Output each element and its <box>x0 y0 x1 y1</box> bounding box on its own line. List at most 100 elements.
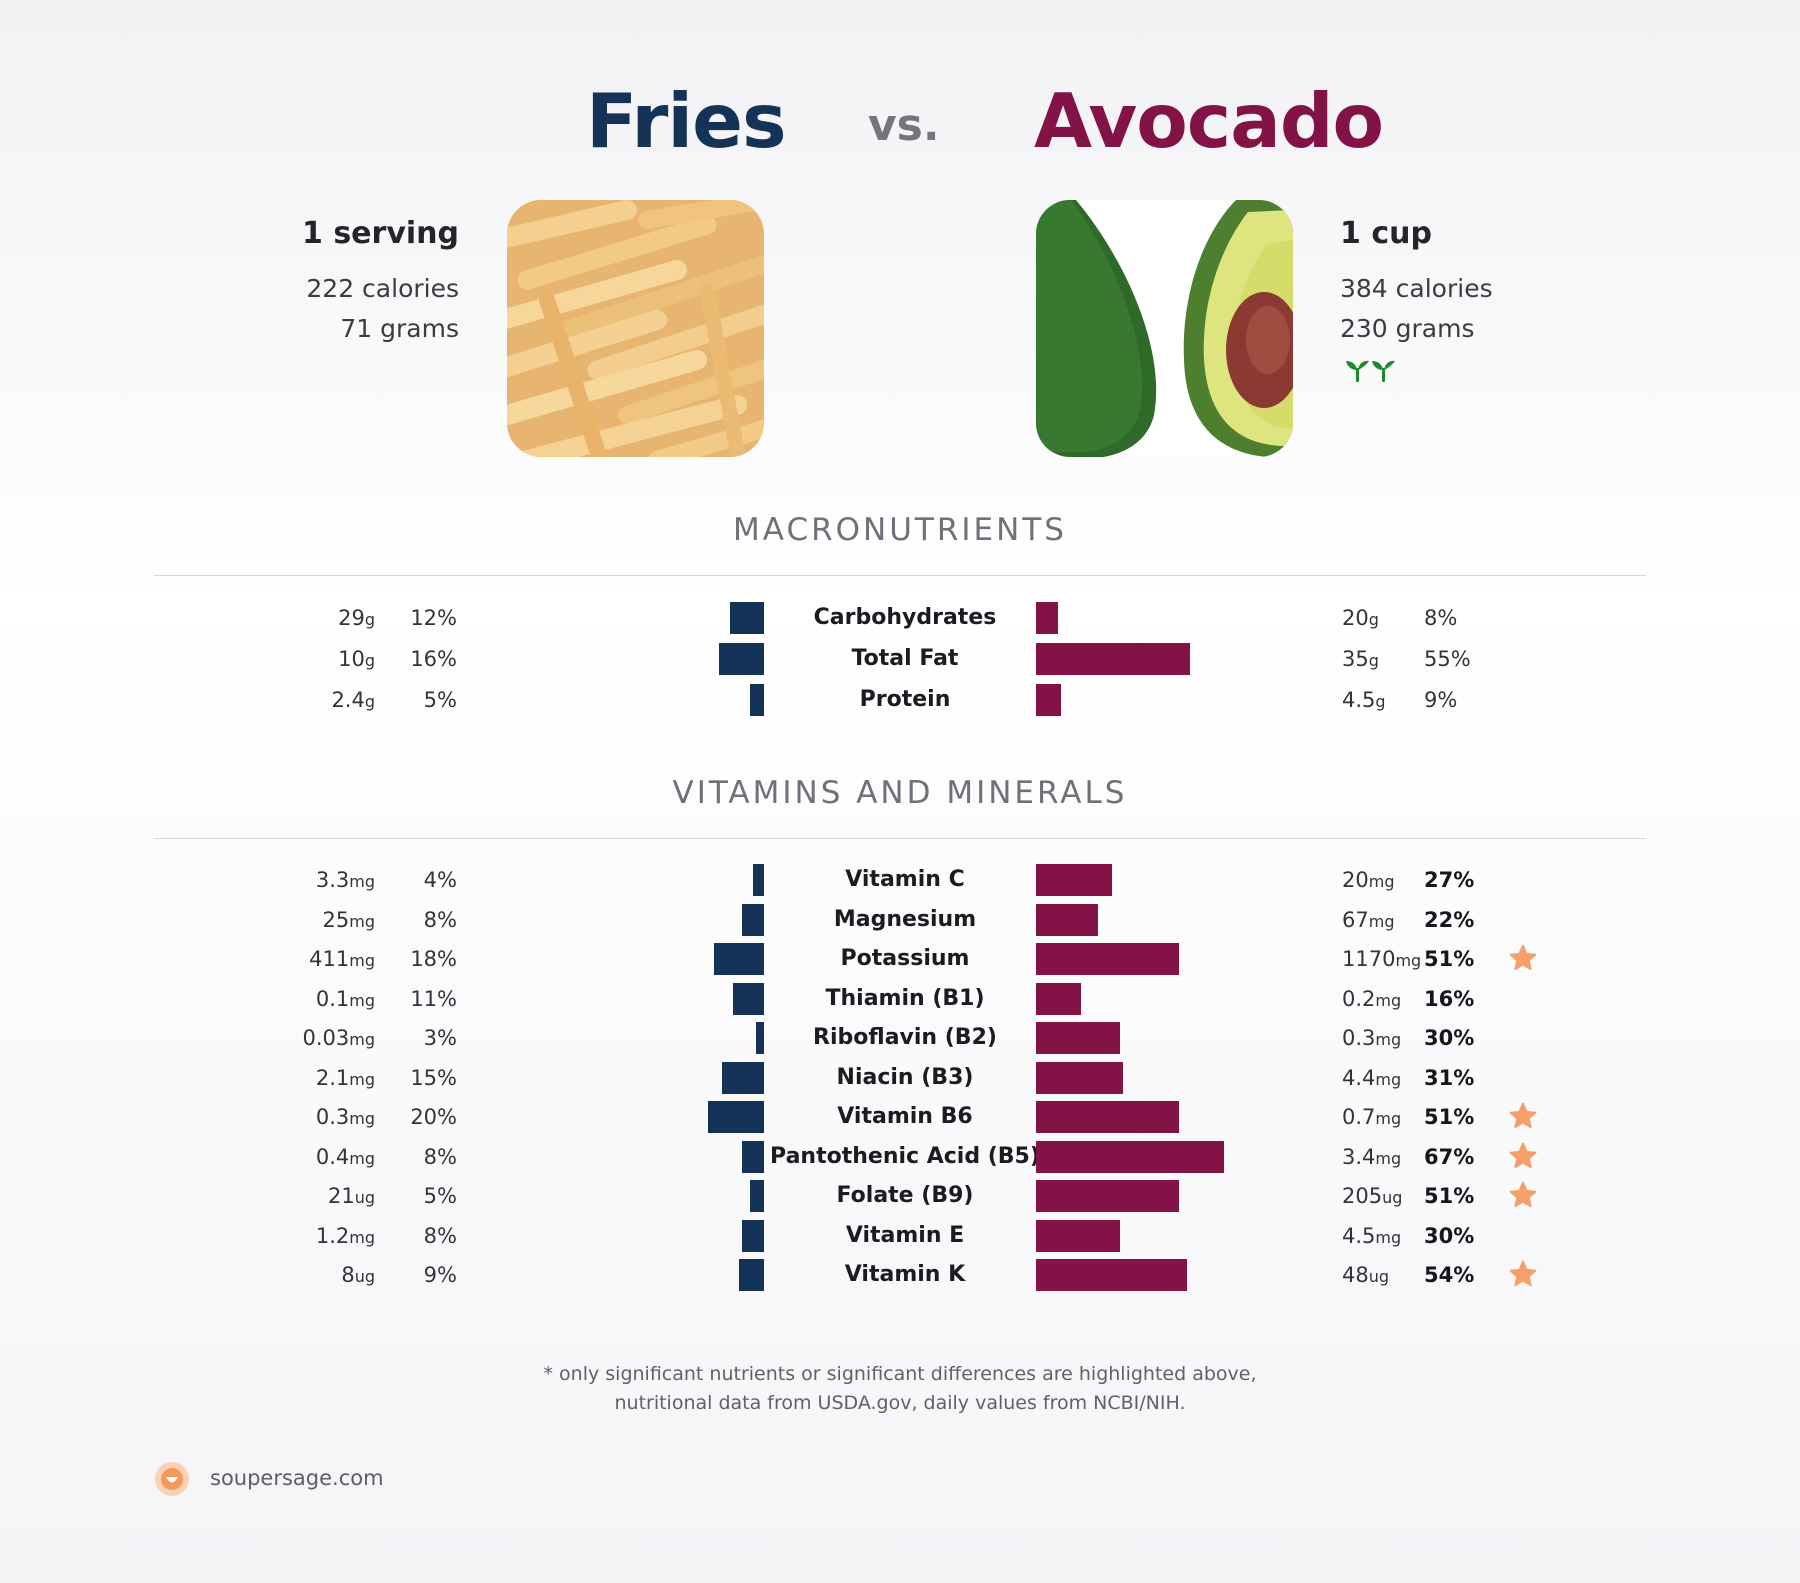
left-percent: 5% <box>423 688 457 712</box>
right-amount: 4.5g <box>1342 688 1386 712</box>
nutrient-name: Thiamin (B1) <box>825 985 985 1011</box>
unit-label: mg <box>349 1030 375 1049</box>
left-percent: 5% <box>423 1184 457 1208</box>
right-bar <box>1036 643 1190 675</box>
left-amount: 10g <box>338 647 375 671</box>
chart-row: 3.3mg 4% Vitamin C 20mg 27% <box>0 860 1800 900</box>
unit-label: mg <box>349 1148 375 1168</box>
star-marker <box>1508 1141 1538 1186</box>
left-serving: 1 serving <box>302 216 459 251</box>
star-icon <box>1509 1181 1537 1208</box>
left-calories: 222 calories <box>306 274 459 303</box>
right-amount: 4.5mg <box>1342 1223 1402 1248</box>
unit-label: g <box>364 692 375 711</box>
unit-label: g <box>364 651 375 670</box>
left-amount: 21ug <box>327 1184 375 1208</box>
avocado-image <box>1036 200 1293 457</box>
fries-image <box>507 200 764 457</box>
chart-row: 29g 12% Carbohydrates 20g 8% <box>0 598 1800 638</box>
nutrient-name: Total Fat <box>851 646 959 671</box>
nutrient-name: Potassium <box>840 946 970 971</box>
left-bar <box>733 982 764 1015</box>
left-amount: 411mg <box>309 947 375 971</box>
right-bar <box>1036 1140 1224 1173</box>
star-marker <box>1508 1101 1538 1146</box>
left-percent: 18% <box>410 947 457 971</box>
right-bar <box>1036 1061 1123 1094</box>
unit-label: mg <box>349 1109 375 1128</box>
star-icon <box>1509 944 1537 971</box>
left-percent: 12% <box>410 606 457 630</box>
left-percent: 8% <box>423 1144 457 1169</box>
left-amount: 25mg <box>322 907 375 932</box>
chart-row: 0.1mg 11% Thiamin (B1) 0.2mg 16% <box>0 979 1800 1019</box>
right-percent: 51% <box>1424 947 1475 971</box>
nutrient-name: Folate (B9) <box>836 1183 974 1208</box>
unit-label: g <box>364 610 375 629</box>
right-percent: 16% <box>1424 986 1475 1011</box>
right-amount: 35g <box>1342 647 1379 671</box>
left-bar <box>752 864 764 896</box>
right-percent: 67% <box>1424 1144 1475 1169</box>
left-percent: 4% <box>423 868 457 892</box>
nutrient-name: Protein <box>859 687 951 712</box>
right-amount: 1170mg <box>1342 947 1422 971</box>
left-amount: 0.1mg <box>315 986 375 1011</box>
left-grams: 71 grams <box>340 314 459 343</box>
left-bar <box>722 1061 764 1094</box>
left-bar <box>708 1101 764 1133</box>
left-bar <box>750 1180 764 1212</box>
vegan-sprouts-icon <box>1346 360 1398 388</box>
nutrient-name: Vitamin C <box>845 867 965 892</box>
right-percent: 22% <box>1424 907 1475 932</box>
chart-row: 0.03mg 3% Riboflavin (B2) 0.3mg 30% <box>0 1018 1800 1058</box>
right-percent: 54% <box>1424 1263 1475 1287</box>
right-calories: 384 calories <box>1340 274 1493 303</box>
right-bar <box>1036 864 1112 896</box>
left-percent: 8% <box>423 907 457 932</box>
soupersage-logo-icon <box>154 1461 190 1501</box>
unit-label: ug <box>1382 1188 1403 1207</box>
macronutrients-divider <box>154 575 1646 576</box>
left-food-title: Fries <box>586 77 787 165</box>
unit-label: g <box>1368 651 1379 670</box>
right-amount: 4.4mg <box>1342 1065 1402 1090</box>
left-amount: 0.3mg <box>315 1105 375 1129</box>
nutrient-name: Pantothenic Acid (B5) <box>770 1143 1040 1169</box>
chart-row: 2.4g 5% Protein 4.5g 9% <box>0 680 1800 720</box>
footnote: * only significant nutrients or signific… <box>0 1360 1800 1418</box>
unit-label: mg <box>349 872 375 891</box>
right-bar <box>1036 1101 1179 1133</box>
left-bar <box>713 943 764 975</box>
unit-label: mg <box>349 1227 375 1247</box>
brand-name[interactable]: soupersage.com <box>210 1466 384 1490</box>
chart-row: 25mg 8% Magnesium 67mg 22% <box>0 900 1800 940</box>
right-amount: 205ug <box>1342 1184 1403 1208</box>
right-percent: 55% <box>1424 647 1471 671</box>
left-percent: 8% <box>423 1223 457 1248</box>
right-grams: 230 grams <box>1340 314 1475 343</box>
unit-label: ug <box>354 1188 375 1207</box>
right-amount: 67mg <box>1342 907 1395 932</box>
left-amount: 29g <box>338 606 375 630</box>
nutrient-name: Riboflavin (B2) <box>813 1025 997 1050</box>
right-bar <box>1036 1022 1120 1054</box>
left-bar <box>719 643 764 675</box>
chart-row: 21ug 5% Folate (B9) 205ug 51% <box>0 1176 1800 1216</box>
chart-row: 411mg 18% Potassium 1170mg 51% <box>0 939 1800 979</box>
left-bar <box>755 1022 764 1054</box>
right-bar <box>1036 684 1062 716</box>
star-marker <box>1508 943 1538 988</box>
nutrient-name: Niacin (B3) <box>836 1064 974 1090</box>
right-serving: 1 cup <box>1340 216 1432 251</box>
right-amount: 20g <box>1342 606 1379 630</box>
right-amount: 0.3mg <box>1342 1026 1402 1050</box>
right-food-title: Avocado <box>1034 77 1384 165</box>
left-bar <box>741 903 764 936</box>
unit-label: g <box>1368 610 1379 629</box>
footnote-line-1: * only significant nutrients or signific… <box>543 1363 1257 1385</box>
unit-label: mg <box>349 951 375 970</box>
left-percent: 16% <box>410 647 457 671</box>
star-icon <box>1509 1142 1537 1168</box>
chart-row: 0.4mg 8% Pantothenic Acid (B5) 3.4mg 67% <box>0 1137 1800 1177</box>
